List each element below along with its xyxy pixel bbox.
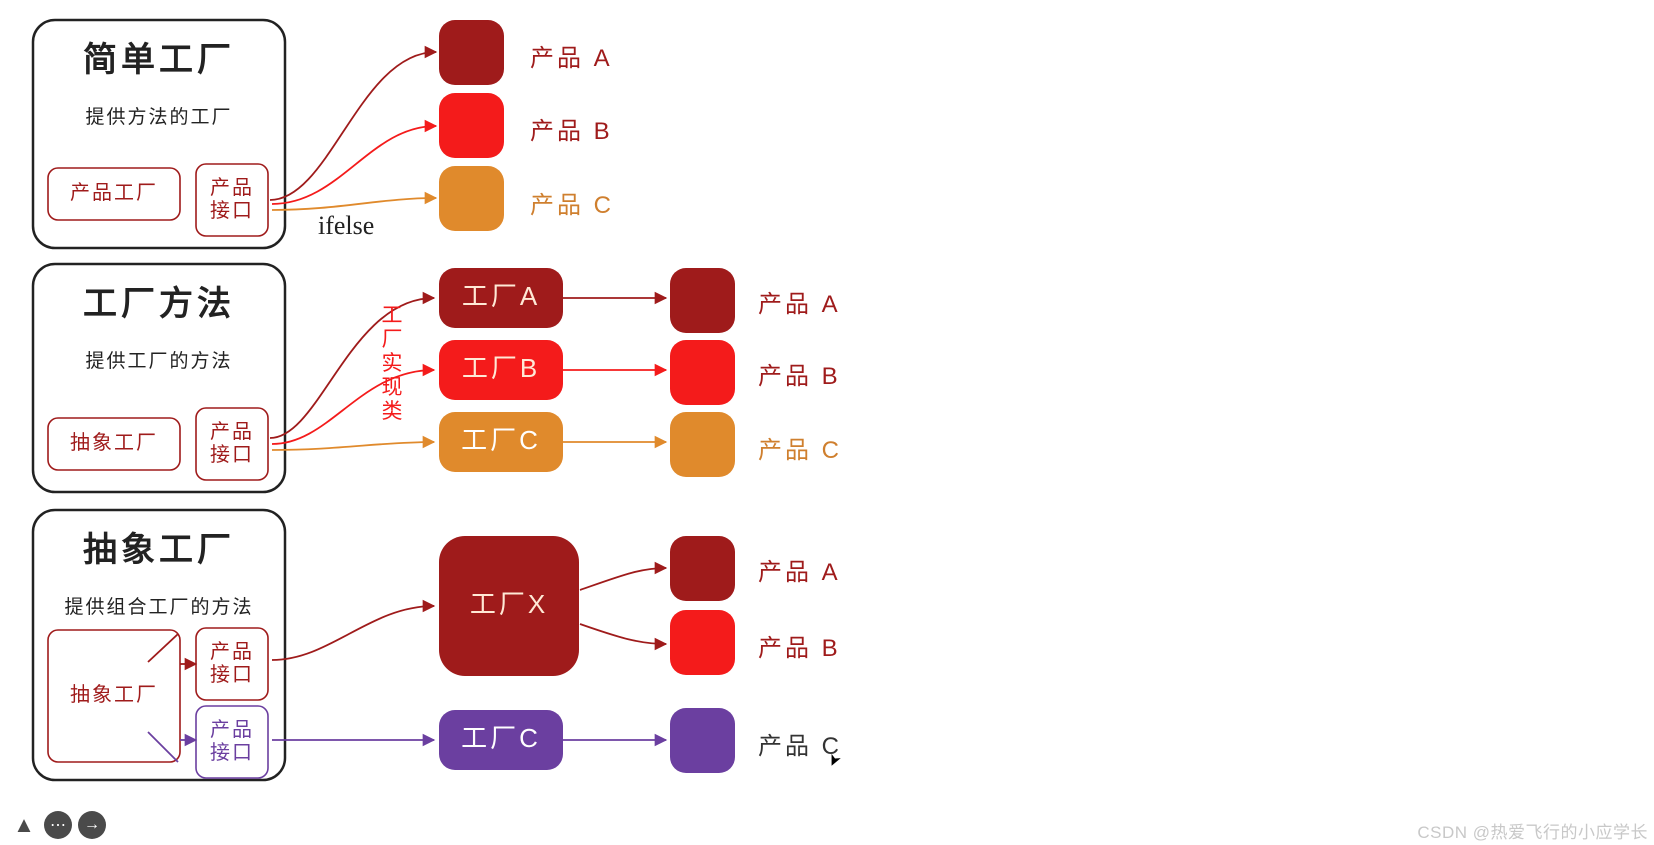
annotation-impl: 现 <box>382 376 403 399</box>
watermark-text: CSDN @热爱飞行的小应学长 <box>1417 818 1648 843</box>
block-b3pa <box>670 536 735 601</box>
annotation-ifelse: ifelse <box>318 211 374 240</box>
arrow <box>272 606 434 660</box>
block-b1c <box>439 166 504 231</box>
block-b2pb <box>670 340 735 405</box>
panel-item-label: 产品工厂 <box>70 181 158 204</box>
block-b2pc <box>670 412 735 477</box>
block-label: 工厂B <box>462 353 540 383</box>
block-label: 工厂A <box>462 281 540 311</box>
product-label: 产品 B <box>758 363 841 390</box>
panel-subtitle: 提供工厂的方法 <box>85 350 232 372</box>
panel-item-label: 产品接口 <box>210 718 254 764</box>
product-label: 产品 B <box>758 635 841 662</box>
annotation-impl: 工 <box>382 304 403 327</box>
product-label: 产品 A <box>530 45 613 72</box>
arrow <box>148 732 178 762</box>
panel-title: 工厂方法 <box>83 285 235 323</box>
annotation-impl: 厂 <box>382 328 403 351</box>
arrow <box>580 624 666 644</box>
panel-title: 简单工厂 <box>83 41 235 79</box>
arrow <box>272 442 434 450</box>
product-label: 产品 A <box>758 291 841 318</box>
panel-item-label: 抽象工厂 <box>70 683 158 706</box>
panel-title: 抽象工厂 <box>83 531 235 569</box>
nav-menu-icon[interactable]: ▲ <box>10 811 38 839</box>
product-label: 产品 C <box>758 437 842 464</box>
product-label: 产品 B <box>530 118 613 145</box>
nav-more-icon[interactable]: ⋯ <box>44 811 72 839</box>
product-label: 产品 A <box>758 559 841 586</box>
panel-item-label: 产品接口 <box>210 640 254 686</box>
panel-subtitle: 提供组合工厂的方法 <box>64 596 253 618</box>
block-b1a <box>439 20 504 85</box>
panel-item-label: 抽象工厂 <box>70 431 158 454</box>
panel-item-label: 产品接口 <box>210 176 254 222</box>
arrow <box>272 370 434 444</box>
arrow <box>270 298 434 438</box>
annotation-impl: 实 <box>382 352 403 375</box>
nav-next-icon[interactable]: → <box>78 811 106 839</box>
block-label: 工厂C <box>461 425 541 455</box>
block-label: 工厂X <box>470 589 548 619</box>
panel-subtitle: 提供方法的工厂 <box>85 106 232 128</box>
arrow <box>272 126 436 204</box>
panel-item-label: 产品接口 <box>210 420 254 466</box>
arrow <box>270 52 436 200</box>
annotation-impl: 类 <box>382 400 403 423</box>
block-b3pb <box>670 610 735 675</box>
arrow <box>148 634 178 662</box>
block-b3pc <box>670 708 735 773</box>
diagram-canvas: 简单工厂提供方法的工厂产品工厂产品接口工厂方法提供工厂的方法抽象工厂产品接口抽象… <box>0 0 1654 845</box>
block-b1b <box>439 93 504 158</box>
product-label: 产品 C <box>530 192 614 219</box>
block-b2pa <box>670 268 735 333</box>
block-label: 工厂C <box>461 723 541 753</box>
arrow <box>580 568 666 590</box>
